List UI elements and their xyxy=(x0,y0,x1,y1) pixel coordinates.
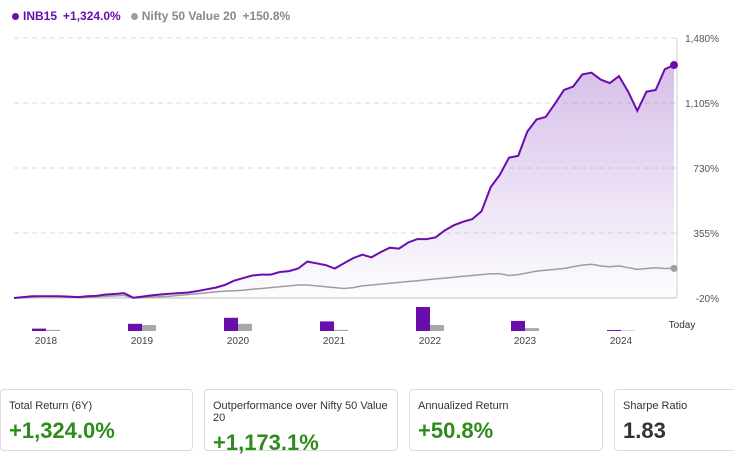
card-outperformance-label: Outperformance over Nifty 50 Value 20 xyxy=(213,400,389,424)
x-tick-label-today: Today xyxy=(669,320,696,331)
y-tick-label: 730% xyxy=(693,164,719,175)
card-annualized-return-value: +50.8% xyxy=(418,418,594,444)
card-sharpe-ratio: Sharpe Ratio 1.83 xyxy=(614,389,734,451)
bar-inb15-2020 xyxy=(224,318,238,331)
bar-nifty-2023 xyxy=(525,328,539,331)
x-tick-label: 2024 xyxy=(610,336,633,347)
x-tick-label: 2020 xyxy=(227,336,250,347)
bar-nifty-2020 xyxy=(238,324,252,331)
card-sharpe-ratio-label: Sharpe Ratio xyxy=(623,400,730,412)
stats-cards: Total Return (6Y) +1,324.0% Outperforman… xyxy=(0,389,734,454)
bar-inb15-2021 xyxy=(320,321,334,331)
card-sharpe-ratio-value: 1.83 xyxy=(623,418,730,444)
x-tick-label: 2019 xyxy=(131,336,154,347)
x-tick-label: 2022 xyxy=(419,336,442,347)
card-total-return-label: Total Return (6Y) xyxy=(9,400,184,412)
card-total-return: Total Return (6Y) +1,324.0% xyxy=(0,389,193,451)
bar-nifty-2021 xyxy=(334,330,348,331)
bar-inb15-2022 xyxy=(416,307,430,331)
bar-nifty-2018 xyxy=(46,330,60,331)
y-tick-label: 1,105% xyxy=(685,99,719,110)
x-tick-label: 2023 xyxy=(514,336,537,347)
bar-nifty-2019 xyxy=(142,325,156,331)
card-outperformance: Outperformance over Nifty 50 Value 20 +1… xyxy=(204,389,398,451)
y-tick-label: -20% xyxy=(696,294,719,305)
series-end-point-inb15 xyxy=(670,61,678,69)
y-tick-label: 355% xyxy=(693,229,719,240)
y-tick-label: 1,480% xyxy=(685,34,719,45)
x-tick-label: 2021 xyxy=(323,336,346,347)
x-tick-label: 2018 xyxy=(35,336,58,347)
card-annualized-return: Annualized Return +50.8% xyxy=(409,389,603,451)
bar-inb15-2018 xyxy=(32,329,46,331)
card-outperformance-value: +1,173.1% xyxy=(213,430,389,456)
performance-chart: 1,480% 1,105% 730% 355% -20% 2018 2019 2020 2021… xyxy=(0,0,734,350)
bar-inb15-2019 xyxy=(128,324,142,331)
bar-nifty-2022 xyxy=(430,325,444,331)
card-annualized-return-label: Annualized Return xyxy=(418,400,594,412)
series-end-point-nifty xyxy=(671,265,678,272)
bar-inb15-2024 xyxy=(607,330,621,331)
card-total-return-value: +1,324.0% xyxy=(9,418,184,444)
bar-inb15-2023 xyxy=(511,321,525,331)
